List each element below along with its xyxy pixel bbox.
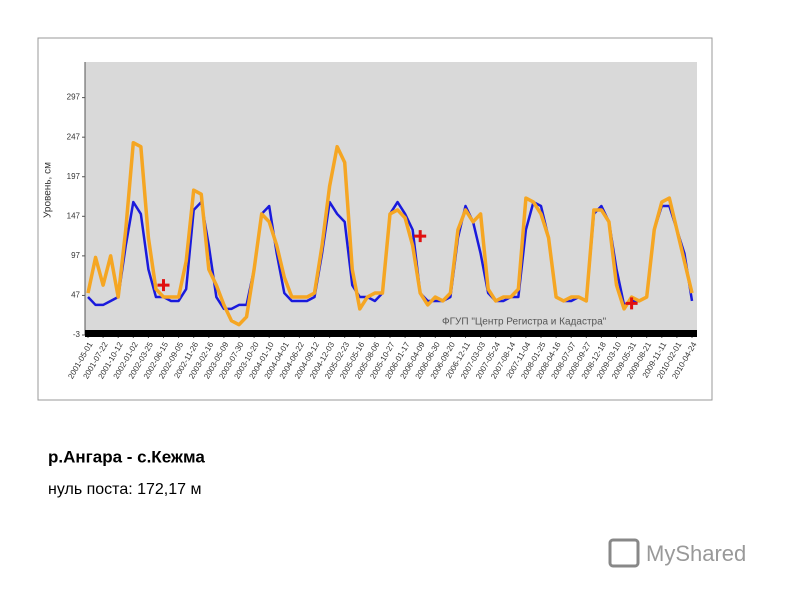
y-tick-label: -3 [73,330,81,339]
caption-title: р.Ангара - с.Кежма [48,447,205,466]
marker [157,279,170,292]
y-tick-label: 147 [67,211,81,220]
watermark: MyShared [646,541,746,566]
logo: MyShared [608,538,746,568]
annotation: ФГУП "Центр Регистра и Кадастра" [442,317,607,328]
y-tick-label: 97 [71,251,80,260]
y-tick-label: 247 [67,132,81,141]
y-tick-label: 297 [67,93,81,102]
caption-subtitle: нуль поста: 172,17 м [48,481,201,498]
marker [625,297,638,310]
baseline-band [85,330,697,337]
y-tick-label: 47 [71,291,80,300]
marker [414,230,427,243]
plot-area [85,62,697,335]
y-tick-label: 197 [67,172,81,181]
logo-icon [608,538,640,568]
y-axis-label: Уровень, см [43,162,54,218]
series-line [86,140,694,327]
